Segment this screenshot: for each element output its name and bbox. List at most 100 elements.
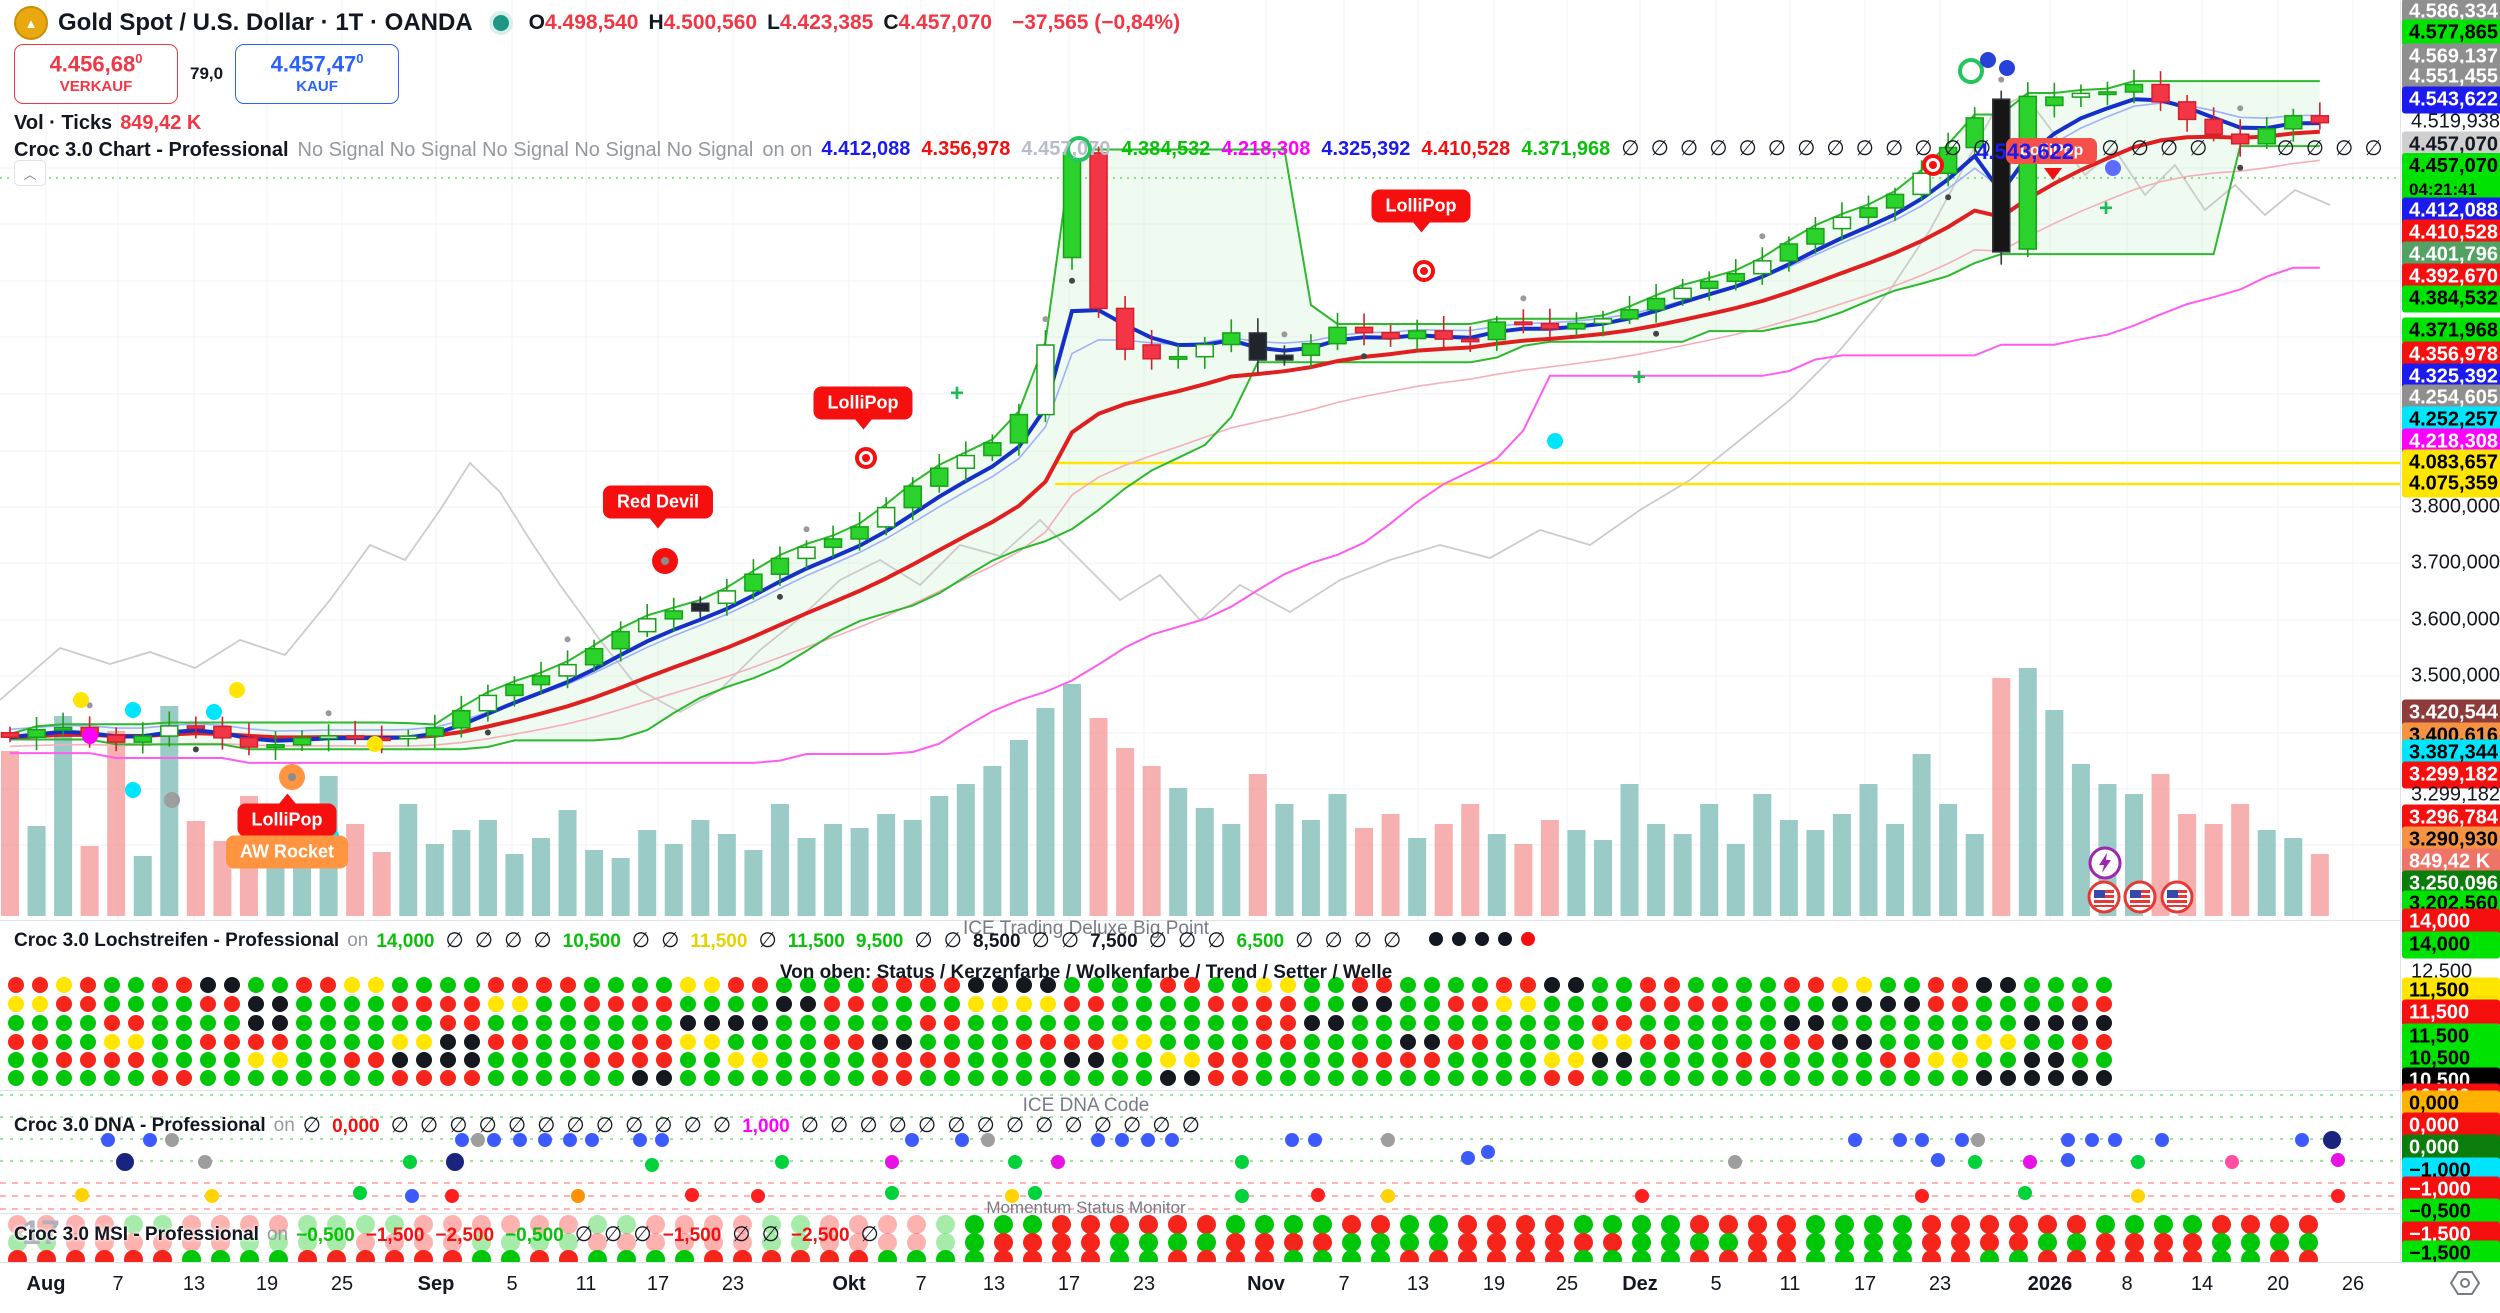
lollipop-signal-label: LolliPop 4.543,622 (1976, 138, 2098, 180)
indicator-dot (272, 977, 288, 993)
dna-pane-canvas (0, 1094, 2400, 1210)
dna-dot (513, 1133, 527, 1147)
indicator-value: 4.218,308 (1221, 138, 1311, 160)
dna-dot (2018, 1186, 2032, 1200)
indicator-dot (1568, 1070, 1584, 1086)
indicator-dot (992, 1070, 1008, 1086)
indicator-dot (1748, 1214, 1767, 1234)
price-axis-label: 11,500 (2402, 999, 2500, 1027)
symbol-title[interactable]: Gold Spot / U.S. Dollar · 1T · OANDA (58, 9, 473, 36)
signal-flag-label: LolliPop (1371, 189, 1471, 223)
sell-button[interactable]: 4.456,680 VERKAUF (14, 44, 178, 104)
pane-separator[interactable] (0, 1090, 2400, 1091)
indicator-dot (1688, 977, 1704, 993)
dna-indicator-row[interactable]: Croc 3.0 DNA - Professional on ∅ 0,000 ∅ ∅ ∅… (14, 1113, 1211, 1138)
indicator-title[interactable]: Croc 3.0 Chart - Professional (14, 138, 289, 161)
marker-dot (125, 782, 141, 798)
indicator-dot (1232, 1015, 1248, 1031)
indicator-dot (872, 996, 888, 1012)
dna-dot (633, 1133, 647, 1147)
dna-dot (1051, 1155, 1065, 1169)
empty-signal-glyph: ∅ (1031, 929, 1050, 952)
indicator-dot (1784, 1070, 1800, 1086)
pane-separator[interactable] (0, 1213, 2400, 1214)
indicator-dot (1448, 977, 1464, 993)
indicator-dot (1112, 996, 1128, 1012)
indicator-dot (416, 1070, 432, 1086)
price-axis-settings-gear-icon[interactable] (2448, 1268, 2482, 1298)
indicator-dot (1284, 1214, 1303, 1234)
indicator-dot (1112, 1052, 1128, 1068)
dna-dot (1848, 1133, 1862, 1147)
dna-title[interactable]: Croc 3.0 DNA - Professional (14, 1114, 266, 1136)
indicator-dot (1712, 996, 1728, 1012)
indicator-dot (1496, 996, 1512, 1012)
empty-signal-glyph: ∅ (732, 1223, 751, 1246)
croc-chart-indicator-row[interactable]: Croc 3.0 Chart - Professional No Signal … (14, 136, 2394, 180)
empty-signal-glyph: ∅ (1914, 137, 1933, 160)
indicator-dot (1856, 1052, 1872, 1068)
volume-indicator-row[interactable]: Vol · Ticks 849,42 K (14, 112, 201, 135)
pane-separator[interactable] (0, 920, 2400, 921)
pane-collapse-button[interactable]: ︿ (14, 160, 46, 186)
dna-dot (1091, 1133, 1105, 1147)
indicator-dot (656, 1015, 672, 1031)
indicator-dot (1952, 1070, 1968, 1086)
indicator-dot (1184, 996, 1200, 1012)
indicator-dot (1064, 1052, 1080, 1068)
indicator-dot (414, 1214, 433, 1234)
price-axis-label: 4.551,455 (2402, 63, 2500, 91)
indicator-dot (1603, 1232, 1622, 1252)
empty-signal-glyph: ∅ (1064, 1114, 1083, 1137)
time-axis[interactable]: Aug 7 13 19 25 Sep 5 11 17 23 Okt 7 13 17 23 Nov 7 13 19 25… (0, 1262, 2500, 1303)
msi-on: on (266, 1223, 289, 1245)
indicator-dot (1280, 1015, 1296, 1031)
indicator-dot (2048, 996, 2064, 1012)
empty-signal-glyph: ∅ (1093, 1114, 1112, 1137)
indicator-dot (512, 1052, 528, 1068)
ohlc-values: O4.498,540 H4.500,560 L4.423,385 C4.457,070 (529, 11, 1002, 35)
indicator-dot (1664, 1015, 1680, 1031)
marker-dot (2105, 160, 2121, 176)
dna-dot (1955, 1133, 1969, 1147)
indicator-dot (368, 996, 384, 1012)
indicator-dot (1496, 1034, 1512, 1050)
indicator-dot (944, 1034, 960, 1050)
empty-signal-glyph: ∅ (859, 1114, 878, 1137)
loch-indicator-row[interactable]: Croc 3.0 Lochstreifen - Professional on … (14, 928, 1536, 953)
marker-dot (73, 692, 89, 708)
time-axis-label: 11 (1779, 1273, 1801, 1295)
msi-title[interactable]: Croc 3.0 MSI - Professional (14, 1223, 259, 1245)
price-axis-label: −1,500 (2402, 1221, 2500, 1249)
indicator-dot (1110, 1232, 1129, 1252)
indicator-dot (1904, 1070, 1920, 1086)
indicator-dot (820, 1232, 839, 1252)
indicator-dot (464, 1034, 480, 1050)
indicator-dot (1088, 1015, 1104, 1031)
indicator-dot (896, 996, 912, 1012)
indicator-dot (1023, 1232, 1042, 1252)
loch-title[interactable]: Croc 3.0 Lochstreifen - Professional (14, 929, 340, 951)
indicator-dot (617, 1214, 636, 1234)
indicator-dot (560, 996, 576, 1012)
buy-button[interactable]: 4.457,470 KAUF (235, 44, 400, 104)
indicator-dot (791, 1214, 810, 1234)
target-marker-icon (1413, 260, 1435, 282)
indicator-dot (1256, 1034, 1272, 1050)
indicator-dot (632, 1015, 648, 1031)
indicator-dot (1256, 1052, 1272, 1068)
indicator-dot (992, 977, 1008, 993)
indicator-dot (32, 996, 48, 1012)
indicator-dot (1832, 1070, 1848, 1086)
empty-signal-glyph: ∅ (2101, 137, 2120, 160)
indicator-dot (1712, 1015, 1728, 1031)
indicator-dot (368, 1015, 384, 1031)
indicator-dot (1023, 1214, 1042, 1234)
msi-indicator-row[interactable]: Croc 3.0 MSI - Professional on −0,500 −1,… (14, 1222, 890, 1247)
indicator-dot (1496, 1070, 1512, 1086)
time-axis-label: 7 (915, 1273, 927, 1295)
indicator-dot (1784, 1034, 1800, 1050)
indicator-dot (1784, 1052, 1800, 1068)
indicator-dot (1661, 1214, 1680, 1234)
market-status-icon[interactable] (488, 11, 513, 35)
